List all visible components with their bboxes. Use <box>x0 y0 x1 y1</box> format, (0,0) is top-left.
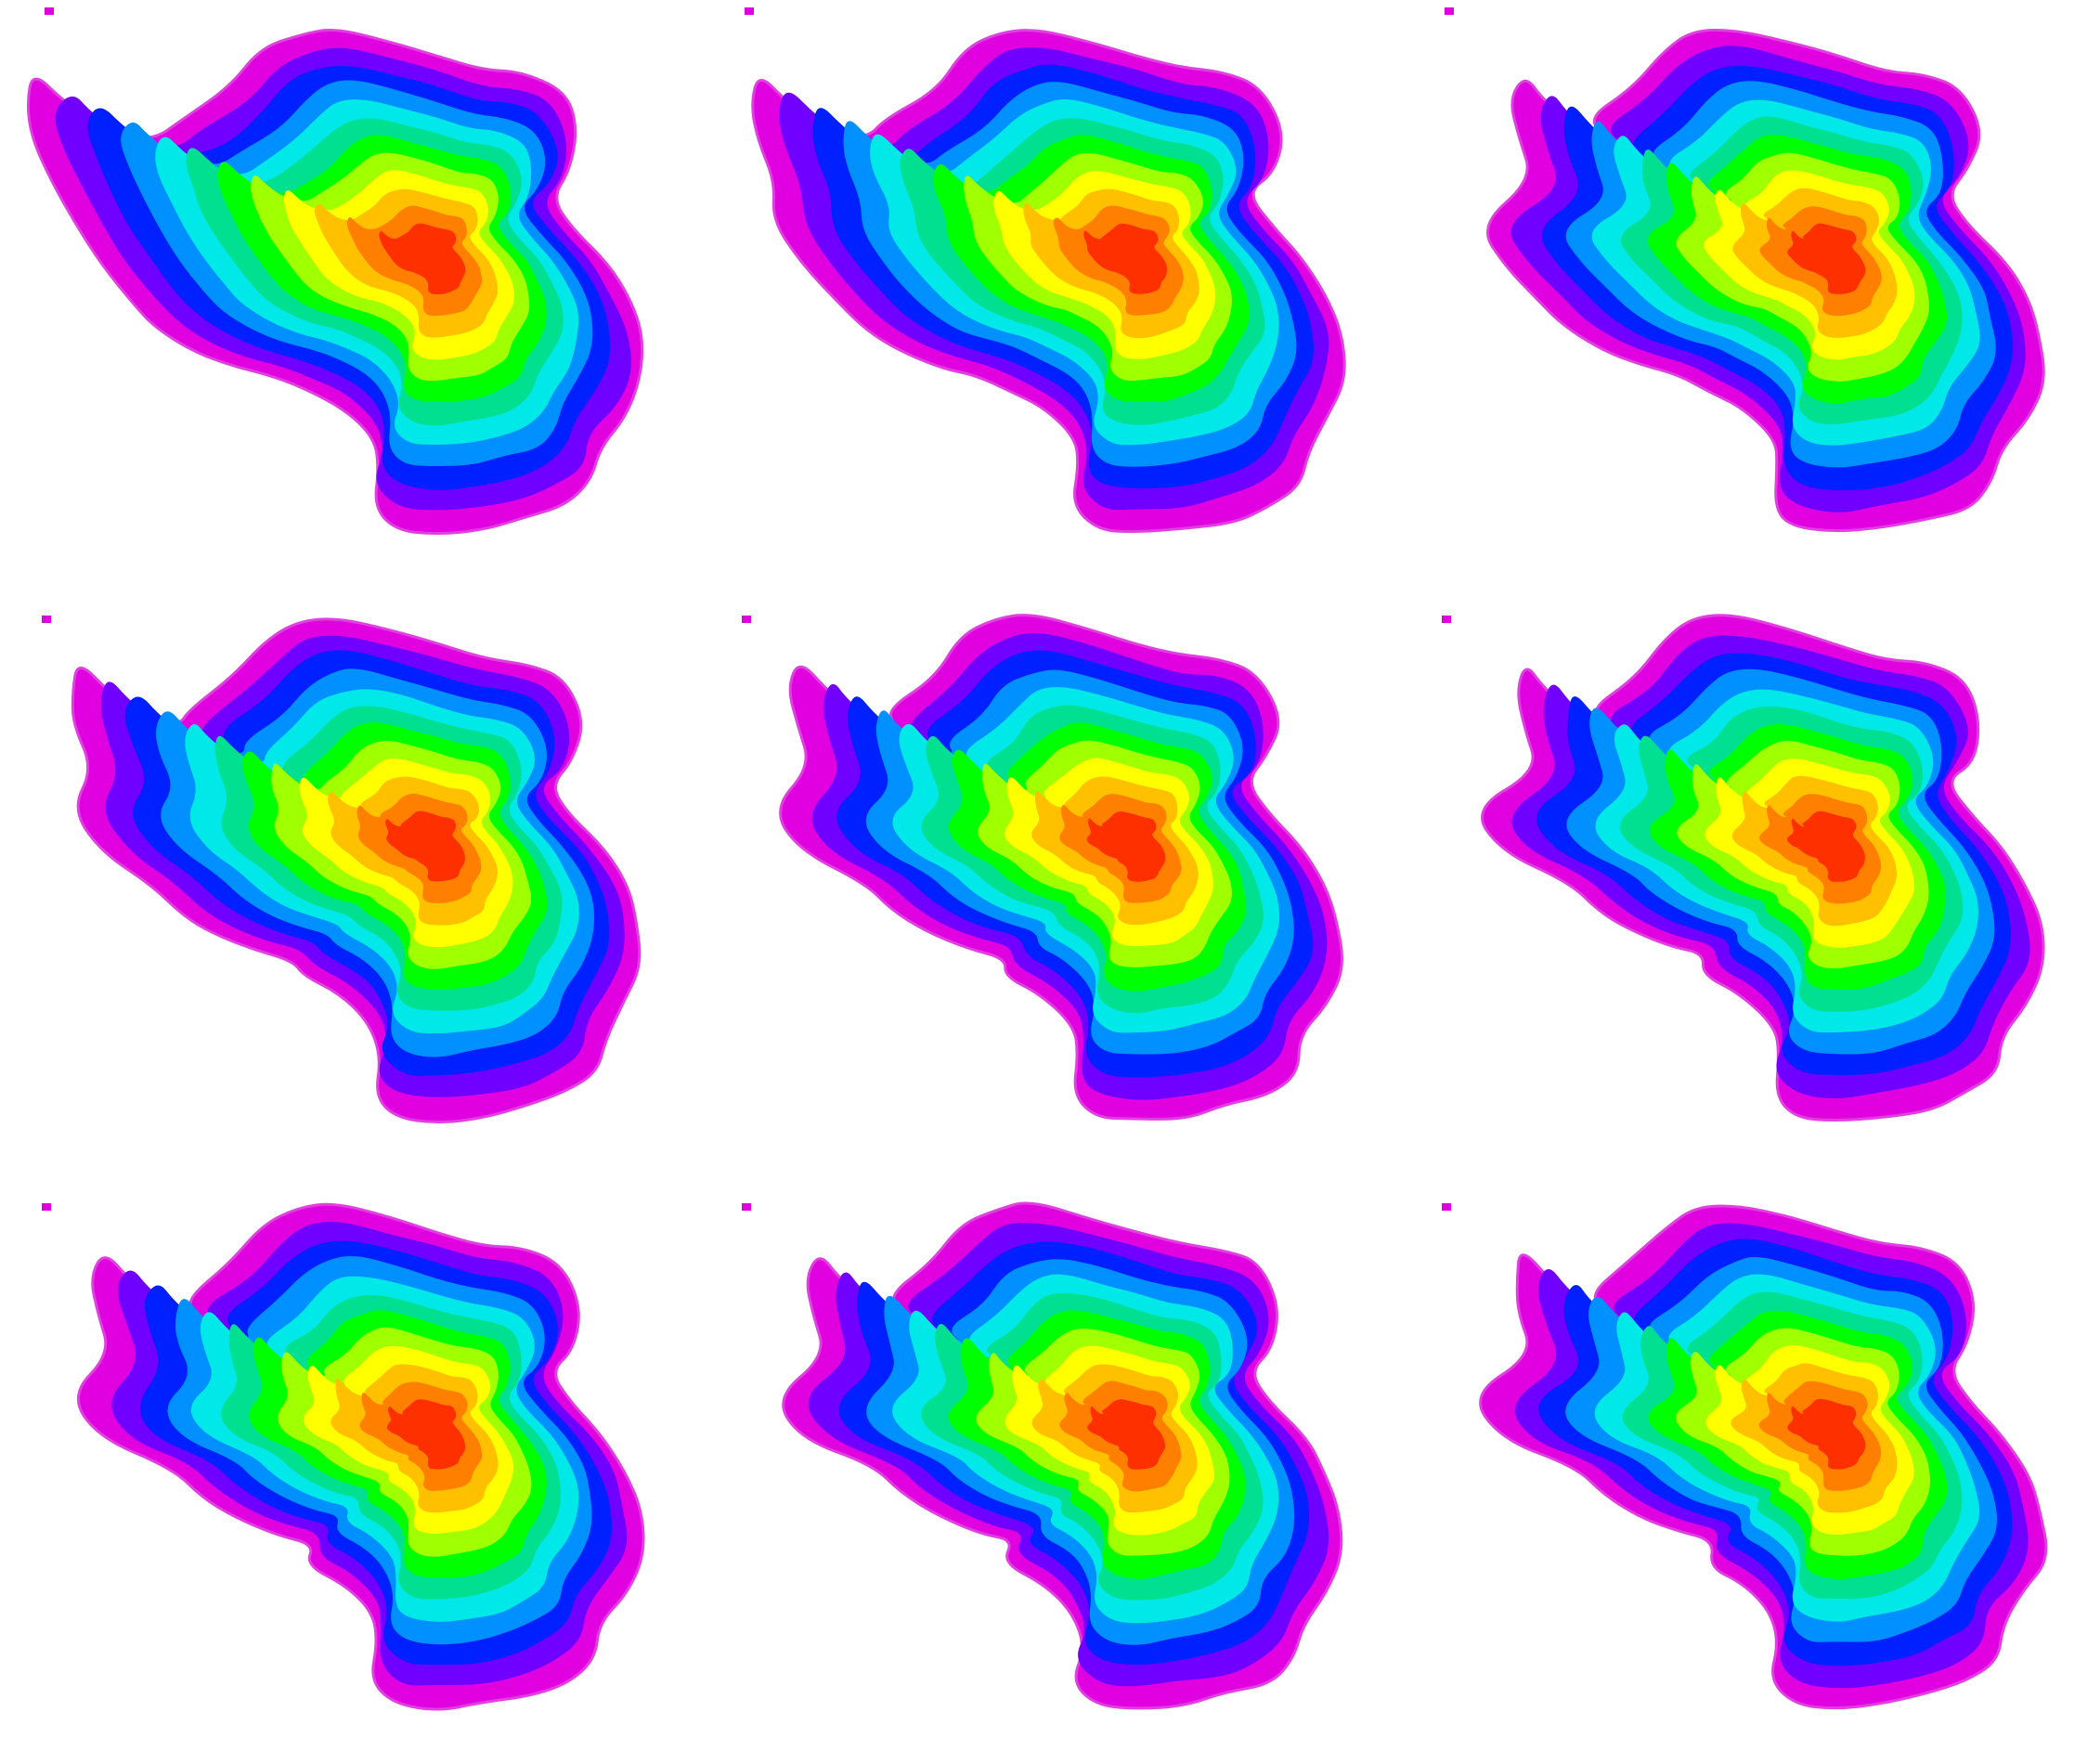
contour-band-11 <box>1787 223 1866 294</box>
island-speck <box>1445 7 1454 15</box>
island-speck <box>745 7 754 15</box>
island-speck <box>742 616 751 623</box>
map-panel-r1c1 <box>0 0 700 588</box>
antarctica-contour-map <box>1442 614 2045 1122</box>
map-panel-r2c3 <box>1400 588 2100 1175</box>
island-speck <box>1442 616 1451 623</box>
map-panel-r1c2 <box>700 0 1400 588</box>
contour-band-11 <box>1087 1399 1166 1470</box>
island-speck <box>42 616 51 623</box>
antarctica-contour-map <box>745 7 1346 534</box>
island-speck <box>42 1203 51 1211</box>
map-panel-r2c2 <box>700 588 1400 1175</box>
contour-band-11 <box>1787 1398 1866 1470</box>
antarctica-contour-map <box>42 616 642 1124</box>
antarctica-contour-map <box>742 1201 1343 1710</box>
antarctica-contour-map <box>1442 1203 2048 1710</box>
contour-band-11 <box>1786 811 1865 882</box>
contour-band-11 <box>1086 811 1166 882</box>
map-panel-r3c2 <box>700 1175 1400 1763</box>
map-panel-r1c3 <box>1400 0 2100 588</box>
map-panel-r2c1 <box>0 588 700 1175</box>
contour-band-11 <box>385 811 465 882</box>
contour-band-11 <box>386 1399 466 1470</box>
contour-band-11 <box>379 223 466 294</box>
map-panel-r3c3 <box>1400 1175 2100 1763</box>
island-speck <box>742 1203 751 1211</box>
antarctica-contour-map <box>1445 7 2045 533</box>
antarctica-contour-map <box>42 1202 645 1711</box>
island-speck <box>1442 1203 1451 1211</box>
contour-band-11 <box>1083 223 1168 294</box>
map-panel-r3c1 <box>0 1175 700 1763</box>
antarctica-contour-map <box>26 7 644 535</box>
island-speck <box>45 7 54 15</box>
antarctica-contour-map <box>742 614 1343 1121</box>
